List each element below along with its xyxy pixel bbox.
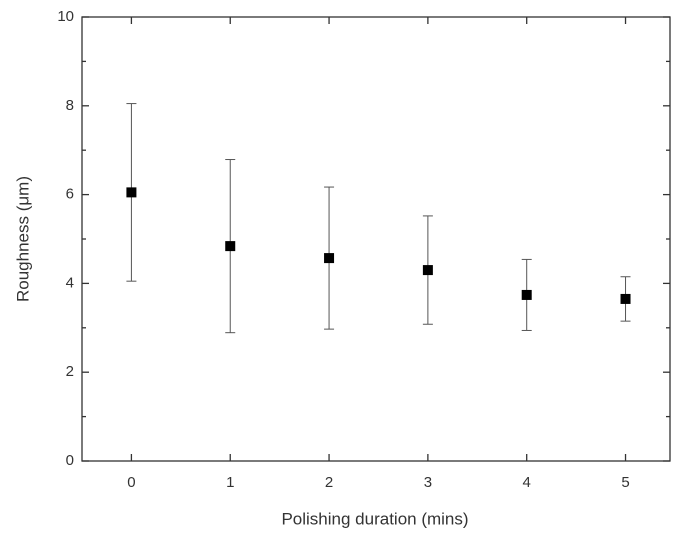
x-tick-label: 0 xyxy=(127,474,135,491)
point xyxy=(225,241,236,252)
y-tick-label: 4 xyxy=(66,274,74,291)
y-tick-label: 8 xyxy=(66,97,74,114)
point xyxy=(521,289,532,300)
x-tick-label: 3 xyxy=(424,474,432,491)
plot-frame xyxy=(81,16,671,462)
y-tick-label: 0 xyxy=(66,452,74,469)
x-tick-label: 2 xyxy=(325,474,333,491)
y-tick-label: 6 xyxy=(66,186,74,203)
point xyxy=(126,187,137,198)
point xyxy=(620,293,631,304)
y-tick-label: 10 xyxy=(57,8,74,25)
y-axis-label: Roughness (μm) xyxy=(13,176,32,302)
x-axis-label: Polishing duration (mins) xyxy=(281,509,468,528)
x-tick-label: 1 xyxy=(226,474,234,491)
point xyxy=(324,253,335,264)
point xyxy=(422,265,433,276)
y-tick-label: 2 xyxy=(66,363,74,380)
x-tick-label: 5 xyxy=(621,474,629,491)
x-tick-label: 4 xyxy=(523,474,531,491)
